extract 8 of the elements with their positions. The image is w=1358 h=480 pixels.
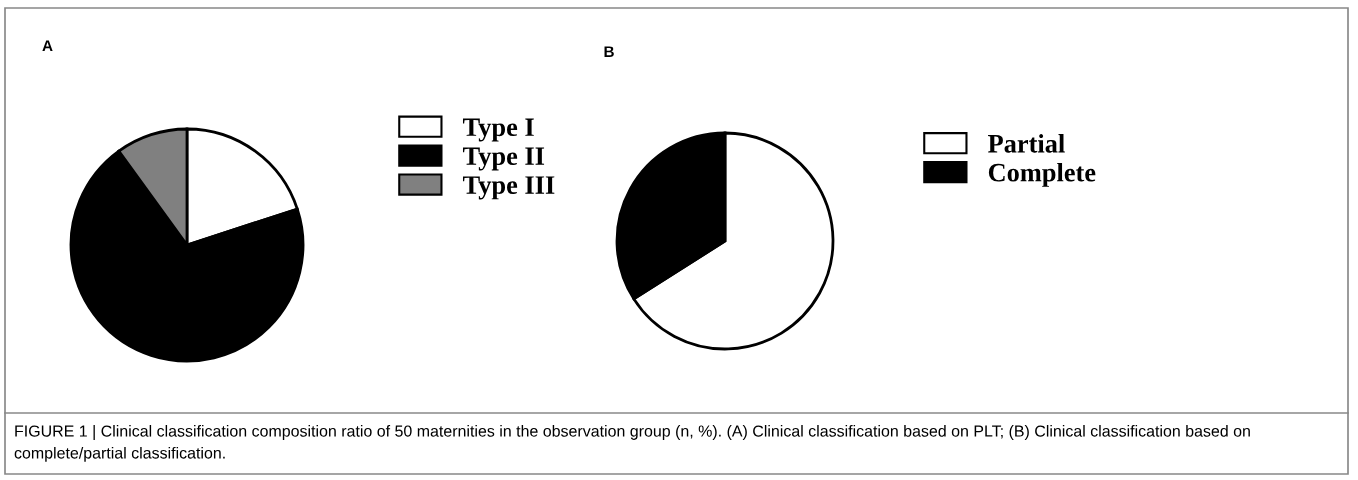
legend-label: Type I (463, 118, 534, 142)
chart-title: B (604, 46, 614, 57)
chart-title: A (42, 40, 53, 51)
legend-label: Complete (988, 162, 1096, 187)
legend-label: Type III (463, 176, 555, 200)
legend-label: Type II (463, 147, 545, 171)
caption: FIGURE 1 | Clinical classification composition ratio of 50 maternities in the observation group (n, %). (A) Clinical classification based on PLT; (B) Clinical classification based on complete/partial classification. (14, 425, 1250, 462)
legend-label: Partial (988, 134, 1065, 153)
